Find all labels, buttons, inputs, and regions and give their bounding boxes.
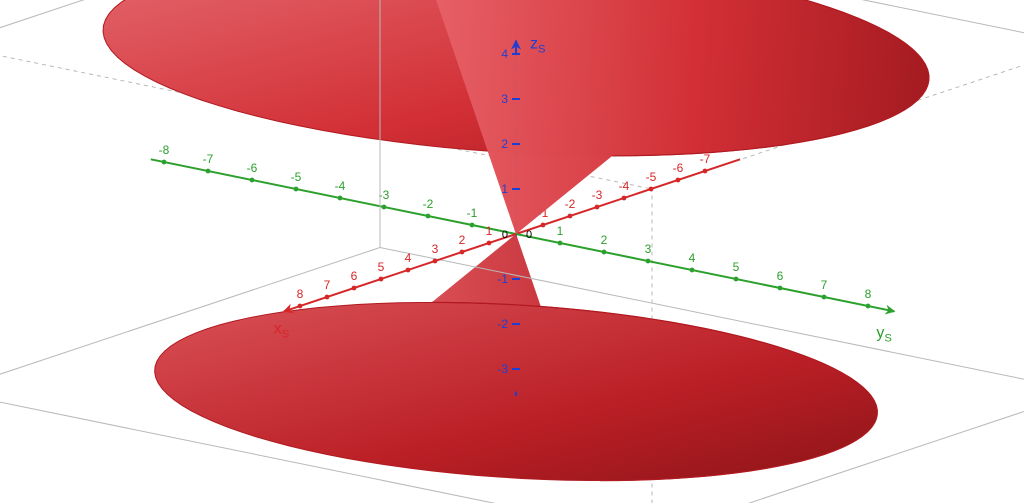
svg-text:-4: -4 <box>619 179 630 193</box>
svg-text:8: 8 <box>865 287 872 301</box>
svg-text:1: 1 <box>557 224 564 238</box>
svg-text:3: 3 <box>645 242 652 256</box>
svg-text:-2: -2 <box>423 197 434 211</box>
svg-text:7: 7 <box>821 278 828 292</box>
svg-text:-8: -8 <box>159 143 170 157</box>
svg-text:4: 4 <box>501 47 508 61</box>
svg-text:-6: -6 <box>247 161 258 175</box>
svg-text:-2: -2 <box>497 317 508 331</box>
double-cone-3d-plot: -7 -6 -5 -4 -3 -2 -1 -8 -7 -6 -5 -4 -3 -2 -1 1 2 3 4 5 6 7 8 1 2… <box>0 0 1024 503</box>
svg-text:5: 5 <box>378 260 385 274</box>
svg-text:0: 0 <box>502 229 508 241</box>
svg-text:5: 5 <box>733 260 740 274</box>
svg-text:-3: -3 <box>592 188 603 202</box>
svg-text:7: 7 <box>324 278 331 292</box>
svg-text:-5: -5 <box>291 170 302 184</box>
svg-text:2: 2 <box>459 233 466 247</box>
axis-label-y: yS <box>876 324 891 344</box>
svg-text:6: 6 <box>351 269 358 283</box>
svg-text:6: 6 <box>777 269 784 283</box>
svg-text:-5: -5 <box>646 170 657 184</box>
svg-text:0: 0 <box>526 229 532 241</box>
svg-text:-2: -2 <box>565 197 576 211</box>
svg-text:-1: -1 <box>467 206 478 220</box>
svg-text:3: 3 <box>432 242 439 256</box>
svg-text:1: 1 <box>486 224 493 238</box>
svg-text:-4: -4 <box>335 179 346 193</box>
svg-text:-7: -7 <box>203 152 214 166</box>
svg-text:-3: -3 <box>497 362 508 376</box>
svg-text:-1: -1 <box>497 272 508 286</box>
svg-text:2: 2 <box>501 137 508 151</box>
svg-text:8: 8 <box>297 287 304 301</box>
svg-text:3: 3 <box>501 92 508 106</box>
svg-text:4: 4 <box>405 251 412 265</box>
svg-text:1: 1 <box>501 182 508 196</box>
svg-text:-6: -6 <box>673 161 684 175</box>
svg-text:-7: -7 <box>700 152 711 166</box>
svg-text:4: 4 <box>689 251 696 265</box>
svg-text:2: 2 <box>601 233 608 247</box>
